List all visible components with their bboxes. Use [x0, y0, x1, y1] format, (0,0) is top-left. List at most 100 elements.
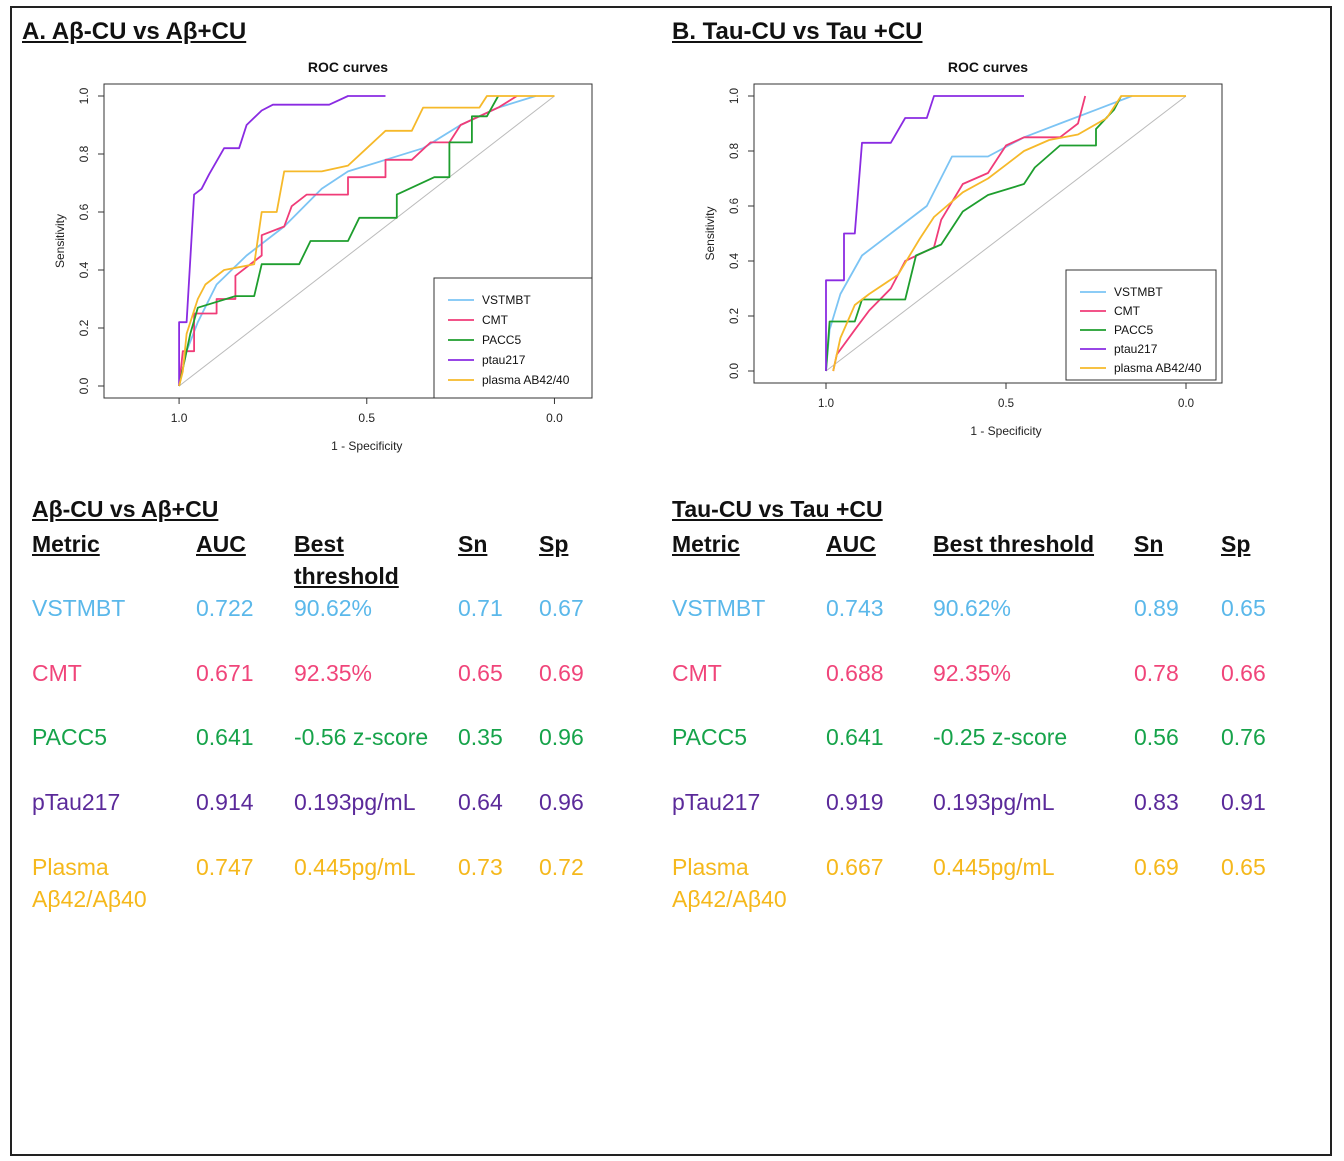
cell-metric: PACC5: [672, 724, 747, 750]
cell-sp: 0.66: [1221, 660, 1266, 686]
cell-metric: Plasma Aβ42/Aβ40: [32, 854, 147, 912]
cell-threshold: 0.193pg/mL: [933, 789, 1055, 815]
cell-sp: 0.91: [1221, 789, 1266, 815]
cell-auc: 0.743: [826, 595, 884, 621]
table-b: Metric AUC Best threshold Sn Sp VSTMBT 0.…: [672, 528, 1312, 948]
cell-sp: 0.76: [1221, 724, 1266, 750]
cell-threshold: 92.35%: [933, 660, 1012, 686]
legend-box: [433, 277, 593, 399]
legend-label: CMT: [1114, 304, 1141, 318]
cell-auc: 0.671: [196, 660, 254, 686]
cell-metric: pTau217: [672, 789, 761, 815]
cell-sp: 0.96: [539, 724, 584, 750]
y-tick-label: 0.2: [729, 308, 741, 324]
chart-title: ROC curves: [308, 59, 388, 75]
table-a-title: Aβ-CU vs Aβ+CU: [32, 496, 219, 522]
header-sn: Sn: [1134, 531, 1164, 557]
cell-metric: VSTMBT: [32, 595, 126, 621]
cell-threshold: 90.62%: [933, 595, 1012, 621]
cell-auc: 0.914: [196, 789, 254, 815]
cell-sn: 0.64: [458, 789, 503, 815]
roc-chart-a-svg: ROC curves 0.0 0.2 0.4 0.6 0.8 1.0 1.0 0.5 0.0 1 -…: [53, 59, 593, 453]
legend-label: VSTMBT: [482, 293, 531, 307]
y-tick-label: 0.0: [729, 363, 741, 379]
cell-sn: 0.83: [1134, 789, 1179, 815]
cell-auc: 0.641: [826, 724, 884, 750]
x-tick-label: 0.0: [1178, 398, 1194, 410]
cell-auc: 0.641: [196, 724, 254, 750]
cell-auc: 0.722: [196, 595, 254, 621]
legend-label: PACC5: [1114, 323, 1153, 337]
legend-label: plasma AB42/40: [482, 373, 570, 387]
y-tick-label: 0.6: [77, 203, 91, 220]
x-tick-label: 0.5: [358, 411, 375, 425]
y-tick-label: 0.8: [729, 143, 741, 159]
cell-sn: 0.35: [458, 724, 503, 750]
legend-label: VSTMBT: [1114, 285, 1163, 299]
legend-box: [1065, 269, 1217, 381]
roc-chart-b: ROC curves 0.0 0.2 0.4 0.6 0.8 1.0 1.0 0.5 0.0 1 -…: [682, 58, 1242, 448]
cell-sn: 0.71: [458, 595, 503, 621]
series-line-ptau217: [178, 95, 386, 386]
series-line-vstmbt: [825, 95, 1133, 372]
cell-sp: 0.67: [539, 595, 584, 621]
cell-sp: 0.69: [539, 660, 584, 686]
header-sp: Sp: [1221, 531, 1251, 557]
cell-auc: 0.747: [196, 854, 254, 880]
cell-metric: PACC5: [32, 724, 107, 750]
cell-sp: 0.65: [1221, 595, 1266, 621]
cell-threshold: -0.56 z-score: [294, 724, 429, 750]
series-line-cmt: [832, 95, 1087, 372]
chart-title: ROC curves: [948, 59, 1028, 75]
y-axis-label: Sensitivity: [53, 214, 67, 268]
cell-metric: Plasma Aβ42/Aβ40: [672, 854, 787, 912]
roc-chart-b-svg: ROC curves 0.0 0.2 0.4 0.6 0.8 1.0 1.0 0.5 0.0 1 -…: [703, 59, 1223, 438]
header-sp: Sp: [539, 531, 569, 557]
legend-label: ptau217: [1114, 342, 1158, 356]
table-a: Metric AUC Best threshold Sn Sp VSTMBT 0.…: [32, 528, 652, 948]
cell-sn: 0.65: [458, 660, 503, 686]
legend-label: CMT: [482, 313, 509, 327]
cell-sn: 0.69: [1134, 854, 1179, 880]
plot-box: [753, 83, 1223, 384]
table-b-title: Tau-CU vs Tau +CU: [672, 496, 883, 522]
y-tick-label: 0.6: [729, 198, 741, 214]
cell-threshold: 0.445pg/mL: [294, 854, 416, 880]
cell-auc: 0.688: [826, 660, 884, 686]
figure-frame: A. Aβ-CU vs Aβ+CU ROC curves 0.0 0.2 0.4 0.6…: [10, 6, 1332, 1156]
cell-sp: 0.96: [539, 789, 584, 815]
header-metric: Metric: [672, 531, 740, 557]
cell-sn: 0.78: [1134, 660, 1179, 686]
y-tick-label: 0.8: [77, 145, 91, 162]
series-line-pacc5: [178, 95, 499, 387]
header-threshold: Best threshold: [294, 531, 399, 589]
series-line-cmt: [178, 95, 518, 387]
cell-metric: pTau217: [32, 789, 121, 815]
x-tick-label: 0.0: [546, 411, 563, 425]
panel-a-title: A. Aβ-CU vs Aβ+CU: [22, 18, 247, 45]
cell-auc: 0.919: [826, 789, 884, 815]
legend-label: PACC5: [482, 333, 521, 347]
x-axis-label: 1 - Specificity: [331, 439, 402, 453]
y-axis-label: Sensitivity: [703, 206, 717, 260]
cell-threshold: 90.62%: [294, 595, 373, 621]
legend-label: ptau217: [482, 353, 526, 367]
series-line-pacc5: [825, 95, 1122, 372]
legend-label: plasma AB42/40: [1114, 361, 1202, 375]
cell-auc: 0.667: [826, 854, 884, 880]
header-auc: AUC: [196, 531, 246, 557]
cell-threshold: 0.445pg/mL: [933, 854, 1055, 880]
series-line-ptau217: [825, 95, 1024, 371]
cell-sn: 0.89: [1134, 595, 1179, 621]
roc-chart-a: ROC curves 0.0 0.2 0.4 0.6 0.8 1.0 1.0 0.5 0.0 1 -…: [32, 58, 612, 458]
x-tick-label: 1.0: [818, 398, 834, 410]
reference-diagonal: [825, 95, 1187, 372]
cell-metric: VSTMBT: [672, 595, 766, 621]
x-axis-label: 1 - Specificity: [970, 424, 1041, 438]
x-tick-label: 1.0: [171, 411, 188, 425]
y-tick-label: 0.2: [77, 319, 91, 336]
y-tick-label: 0.4: [77, 261, 91, 278]
plot-box: [103, 83, 593, 399]
y-tick-label: 0.4: [729, 252, 741, 269]
y-tick-label: 1.0: [77, 87, 91, 104]
